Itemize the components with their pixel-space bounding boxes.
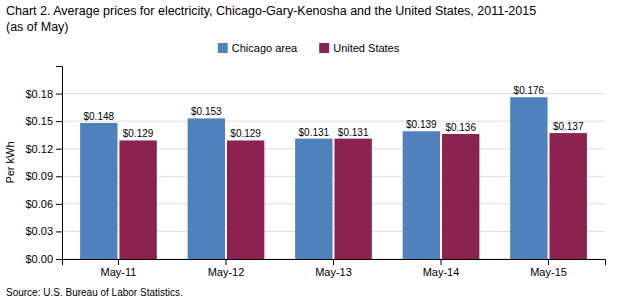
data-label: $0.136 [445, 122, 476, 133]
data-label: $0.148 [83, 111, 114, 122]
y-tick: $0.03 [25, 225, 62, 237]
bar [80, 123, 117, 259]
legend-label: Chicago area [232, 42, 298, 54]
x-tick-label: May-13 [315, 266, 352, 278]
bar [442, 134, 479, 259]
data-label: $0.129 [230, 128, 261, 139]
x-tick: May-11 [101, 259, 137, 278]
y-tick-label: $0.06 [25, 198, 53, 210]
y-tick-label: $0.03 [25, 225, 53, 237]
legend-label: United States [333, 42, 400, 54]
y-axis: $0.00 $0.03 $0.06 $0.09 $0.12 $0.15 $0.18 [25, 67, 62, 266]
legend: Chicago area United States [218, 42, 400, 54]
x-axis-line [63, 260, 606, 266]
data-label: $0.131 [338, 127, 369, 138]
y-tick-label: $0.12 [25, 143, 53, 155]
y-axis-line [56, 67, 63, 260]
data-labels: $0.148 $0.153 $0.131 $0.139 $0.176 $0.129 $0.1… [83, 85, 583, 139]
bar [550, 133, 587, 259]
x-tick-mark [225, 259, 226, 265]
bar [510, 97, 547, 259]
x-tick-mark [118, 259, 119, 265]
legend-swatch [319, 43, 329, 53]
y-tick: $0.09 [25, 170, 62, 182]
subtitle: (as of May) [6, 20, 69, 34]
bars [80, 97, 587, 259]
bar [334, 139, 371, 259]
legend-item: United States [319, 42, 400, 54]
x-tick-mark [548, 259, 549, 265]
source: Source: U.S. Bureau of Labor Statistics. [6, 287, 183, 298]
y-tick-label: $0.18 [25, 88, 53, 100]
x-tick-label: May-12 [208, 266, 245, 278]
plot: $0.148 $0.153 $0.131 $0.139 $0.176 $0.129 $0.1… [25, 67, 605, 278]
y-tick: $0.06 [25, 198, 62, 210]
y-tick: $0.15 [25, 115, 62, 127]
bar-series [80, 97, 547, 259]
bar [119, 140, 156, 259]
data-label: $0.176 [514, 85, 545, 96]
y-tick-mark [56, 121, 62, 122]
x-tick-label: May-14 [423, 266, 460, 278]
x-tick: May-15 [530, 259, 567, 278]
y-tick-mark [56, 94, 62, 95]
data-label: $0.131 [299, 127, 330, 138]
x-tick: May-13 [315, 259, 352, 278]
x-tick-label: May-11 [101, 266, 137, 278]
chart: Chart 2. Average prices for electricity,… [0, 0, 617, 301]
y-tick: $0.00 [25, 253, 62, 265]
y-tick-label: $0.09 [25, 170, 53, 182]
y-tick-mark [56, 259, 62, 260]
grid [62, 94, 605, 259]
data-label: $0.139 [406, 119, 437, 130]
y-tick-mark [56, 149, 62, 150]
legend-item: Chicago area [218, 42, 298, 54]
x-tick: May-12 [208, 259, 245, 278]
bar-series [119, 133, 586, 259]
bar [227, 140, 264, 259]
data-label: $0.153 [191, 106, 222, 117]
y-axis-title: Per kWh [4, 141, 16, 183]
title: Chart 2. Average prices for electricity,… [6, 4, 536, 18]
y-tick-label: $0.00 [25, 253, 53, 265]
x-tick-label: May-15 [530, 266, 567, 278]
x-tick-mark [441, 259, 442, 265]
y-tick: $0.12 [25, 143, 62, 155]
bar [188, 118, 225, 259]
y-tick-label: $0.15 [25, 115, 53, 127]
y-tick-mark [56, 231, 62, 232]
bar [403, 131, 440, 259]
x-tick: May-14 [423, 259, 460, 278]
y-tick: $0.18 [25, 88, 62, 100]
legend-swatch [218, 43, 228, 53]
y-tick-mark [56, 204, 62, 205]
data-label: $0.137 [553, 121, 584, 132]
x-axis: May-11 May-12 May-13 May-14 May-15 [63, 259, 606, 278]
bar [295, 139, 332, 259]
y-tick-mark [56, 176, 62, 177]
data-label: $0.129 [123, 128, 154, 139]
x-tick-mark [333, 259, 334, 265]
